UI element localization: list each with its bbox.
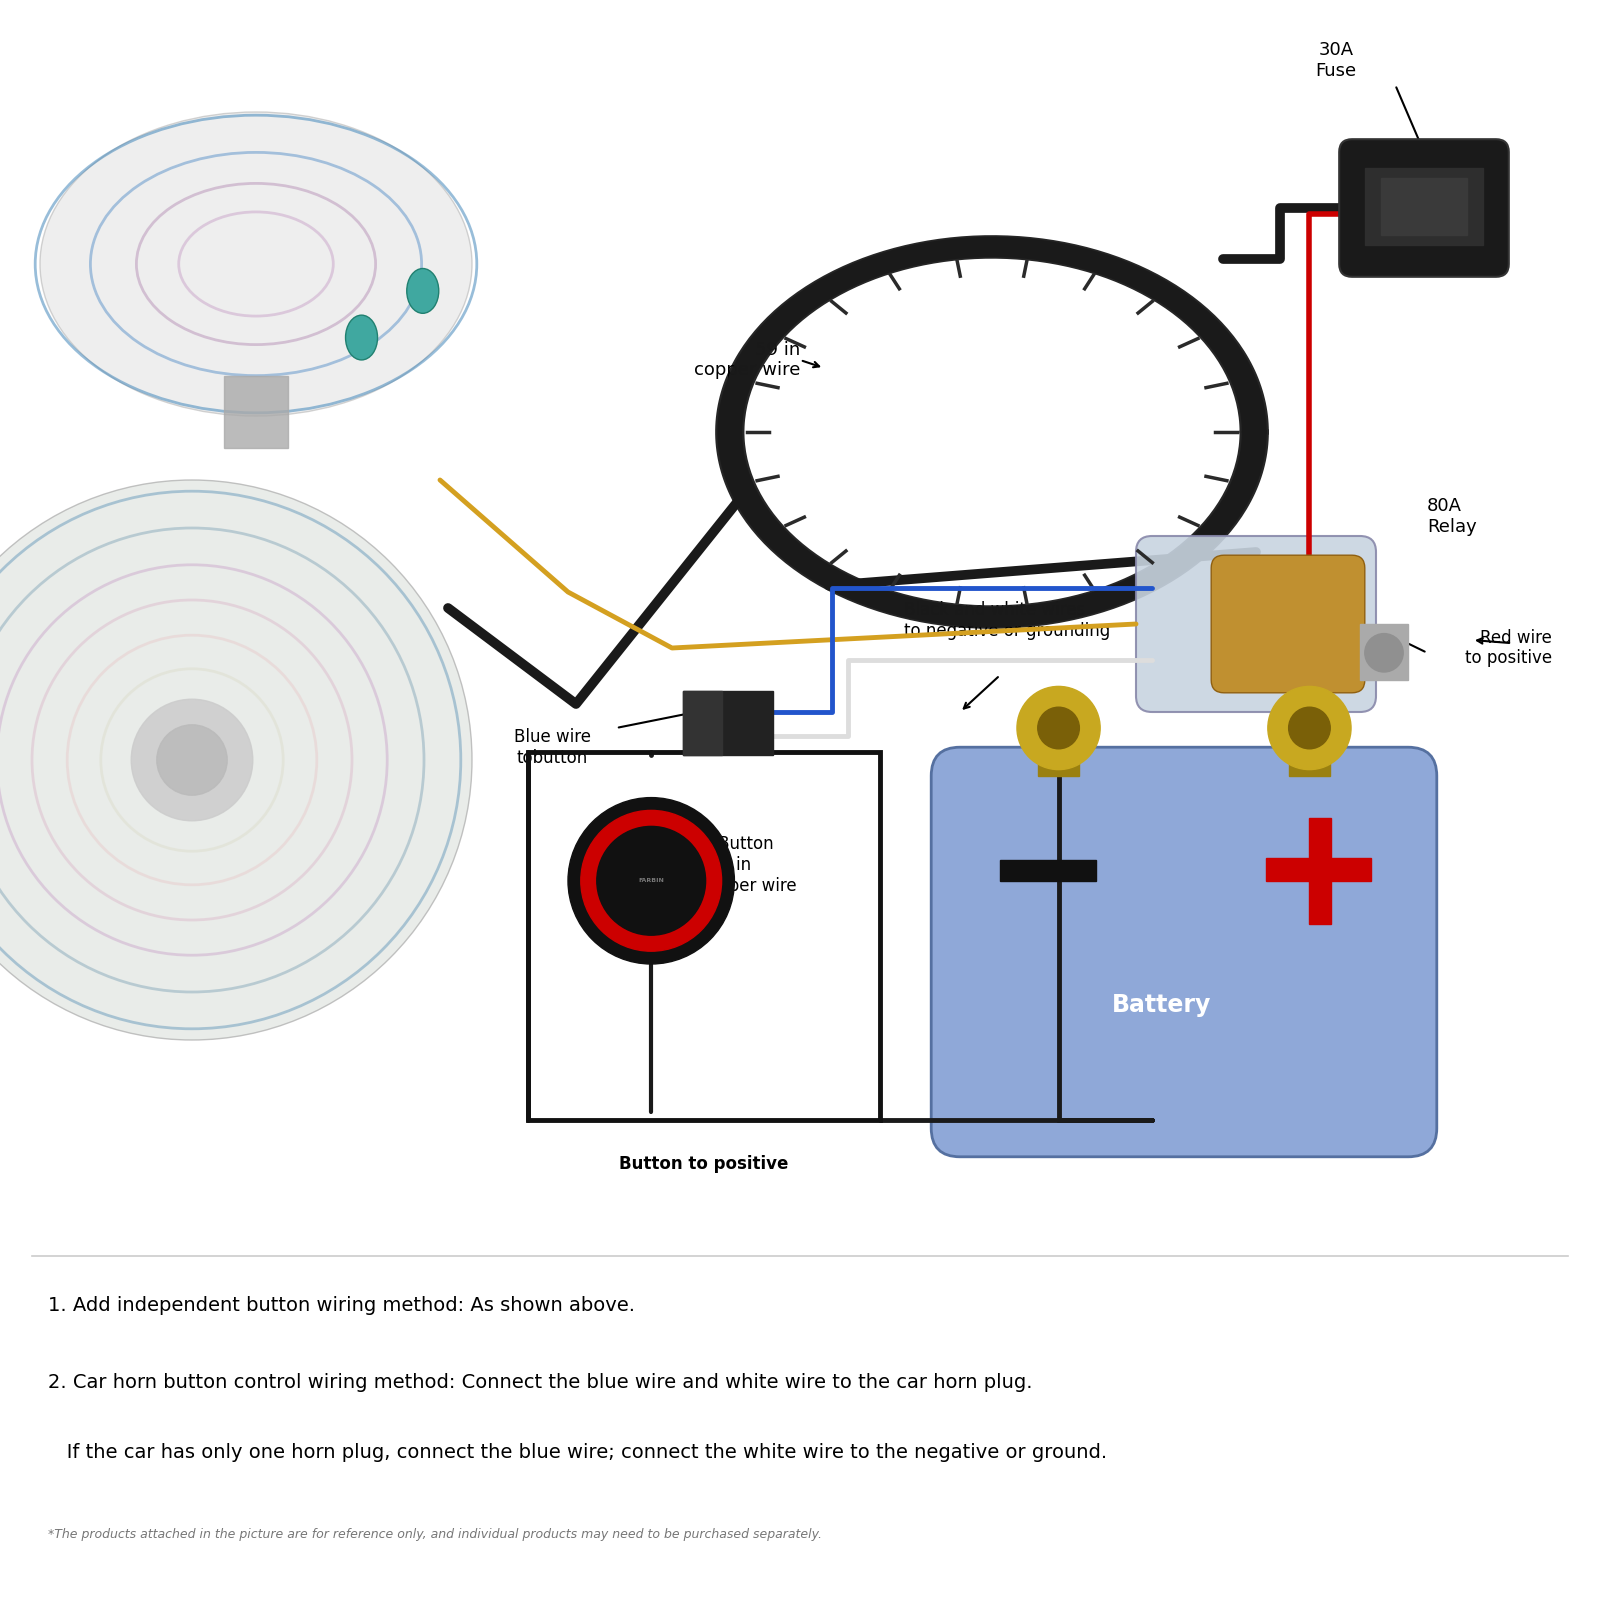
Circle shape	[157, 725, 227, 795]
Text: 1. Add independent button wiring method: As shown above.: 1. Add independent button wiring method:…	[48, 1296, 635, 1315]
Bar	[1365, 168, 1483, 245]
Circle shape	[1267, 686, 1350, 770]
FancyBboxPatch shape	[1339, 139, 1509, 277]
Text: 30A
Fuse: 30A Fuse	[1315, 42, 1357, 80]
Text: If the car has only one horn plug, connect the blue wire; connect the white wire: If the car has only one horn plug, conne…	[48, 1443, 1107, 1462]
Circle shape	[581, 810, 722, 950]
FancyBboxPatch shape	[1211, 555, 1365, 693]
Bar	[1000, 859, 1096, 880]
Text: Black and white wires
to negative or grounding: Black and white wires to negative or gro…	[904, 602, 1110, 640]
Bar	[1381, 178, 1467, 235]
Circle shape	[1288, 707, 1330, 749]
Circle shape	[568, 797, 734, 963]
FancyBboxPatch shape	[931, 747, 1437, 1157]
Text: Red wire
to positive: Red wire to positive	[1466, 629, 1552, 667]
Circle shape	[1038, 707, 1080, 749]
Circle shape	[131, 699, 253, 821]
Bar	[224, 376, 288, 448]
Text: 80A
Relay: 80A Relay	[1427, 498, 1477, 536]
Bar	[1360, 624, 1408, 680]
Bar	[528, 752, 880, 1120]
Circle shape	[1018, 686, 1101, 770]
Text: ← Button
118 in
copper wire: ← Button 118 in copper wire	[699, 835, 797, 894]
Text: 2. Car horn button control wiring method: Connect the blue wire and white wire t: 2. Car horn button control wiring method…	[48, 1373, 1032, 1392]
Ellipse shape	[40, 112, 472, 416]
Text: Battery: Battery	[1112, 992, 1211, 1018]
Bar	[683, 691, 773, 755]
Text: FARBIN: FARBIN	[638, 878, 664, 883]
Bar	[1038, 728, 1080, 776]
Ellipse shape	[346, 315, 378, 360]
Bar	[1288, 728, 1330, 776]
Text: Button to positive: Button to positive	[619, 1155, 789, 1173]
Text: 59 in
copper wire: 59 in copper wire	[694, 341, 800, 379]
Circle shape	[1365, 634, 1403, 672]
Circle shape	[597, 826, 706, 934]
Bar	[1266, 858, 1371, 880]
Bar	[1309, 818, 1331, 923]
FancyBboxPatch shape	[1136, 536, 1376, 712]
Ellipse shape	[406, 269, 438, 314]
Circle shape	[0, 480, 472, 1040]
Bar	[683, 691, 722, 755]
Text: Blue wire
tobutton: Blue wire tobutton	[514, 728, 590, 766]
Text: *The products attached in the picture are for reference only, and individual pro: *The products attached in the picture ar…	[48, 1528, 822, 1541]
